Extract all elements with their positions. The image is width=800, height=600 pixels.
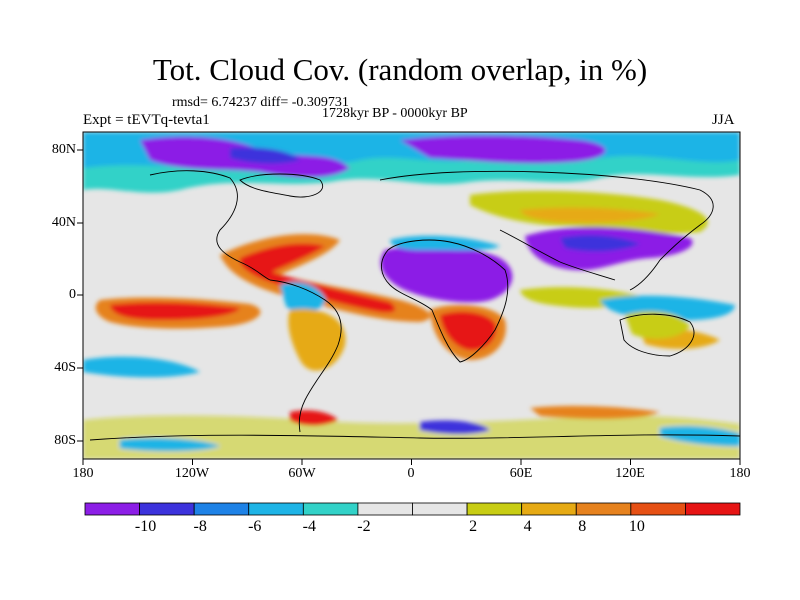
tropical-atlantic-increase <box>239 243 396 313</box>
colorbar-swatch <box>521 502 577 516</box>
colorbar-swatch <box>302 502 359 516</box>
lon-tick-label: 120W <box>174 466 210 481</box>
southern-africa-increase <box>440 311 497 351</box>
lat-tick-label: 40S <box>54 360 76 375</box>
colorbar <box>84 502 741 516</box>
colorbar-label: 10 <box>628 518 645 535</box>
colorbar-label: -6 <box>248 518 262 535</box>
colorbar-swatch <box>412 502 468 516</box>
colorbar-label: -10 <box>134 518 157 535</box>
lon-tick-label: 60E <box>509 466 533 481</box>
colorbar-swatch <box>630 502 686 516</box>
period-text: 1728kyr BP - 0000kyr BP <box>322 106 468 121</box>
colorbar-swatch <box>139 502 195 516</box>
arctic-decrease-east <box>400 135 606 164</box>
lon-tick-label: 180 <box>729 466 751 481</box>
colorbar-swatch <box>575 502 632 516</box>
stats-text: rmsd= 6.74237 diff= -0.309731 <box>172 95 349 110</box>
lon-tick-label: 120E <box>615 466 645 481</box>
lon-tick-label: 60W <box>288 466 316 481</box>
colorbar-swatch <box>357 502 413 516</box>
axis-ticks <box>77 149 741 465</box>
lat-tick-label: 80S <box>54 433 76 448</box>
colorbar-label: 4 <box>523 518 532 535</box>
experiment-text: Expt = tEVTq-tevta1 <box>83 112 210 128</box>
south-america-orange <box>288 308 346 371</box>
lon-tick-label: 0 <box>407 466 415 481</box>
eastern-pacific-increase <box>110 302 240 320</box>
colorbar-label: 8 <box>578 518 587 535</box>
lon-tick-label: 180 <box>72 466 94 481</box>
colorbar-label: -2 <box>357 518 371 535</box>
coastlines <box>89 170 740 441</box>
lat-tick-label: 0 <box>69 287 76 302</box>
colorbar-swatch <box>84 502 140 516</box>
colorbar-swatch <box>193 502 250 516</box>
colorbar-label: -8 <box>193 518 207 535</box>
colorbar-label: -4 <box>302 518 316 535</box>
lat-tick-label: 80N <box>51 142 76 157</box>
colorbar-label: 2 <box>469 518 478 535</box>
season-text: JJA <box>712 112 735 128</box>
colorbar-swatch <box>466 502 523 516</box>
sahara-decrease <box>380 245 513 303</box>
colorbar-swatch <box>685 502 741 516</box>
anomaly-field <box>83 132 740 459</box>
lat-tick-label: 40N <box>51 215 76 230</box>
colorbar-swatch <box>248 502 304 516</box>
chart-title: Tot. Cloud Cov. (random overlap, in %) <box>152 52 648 87</box>
